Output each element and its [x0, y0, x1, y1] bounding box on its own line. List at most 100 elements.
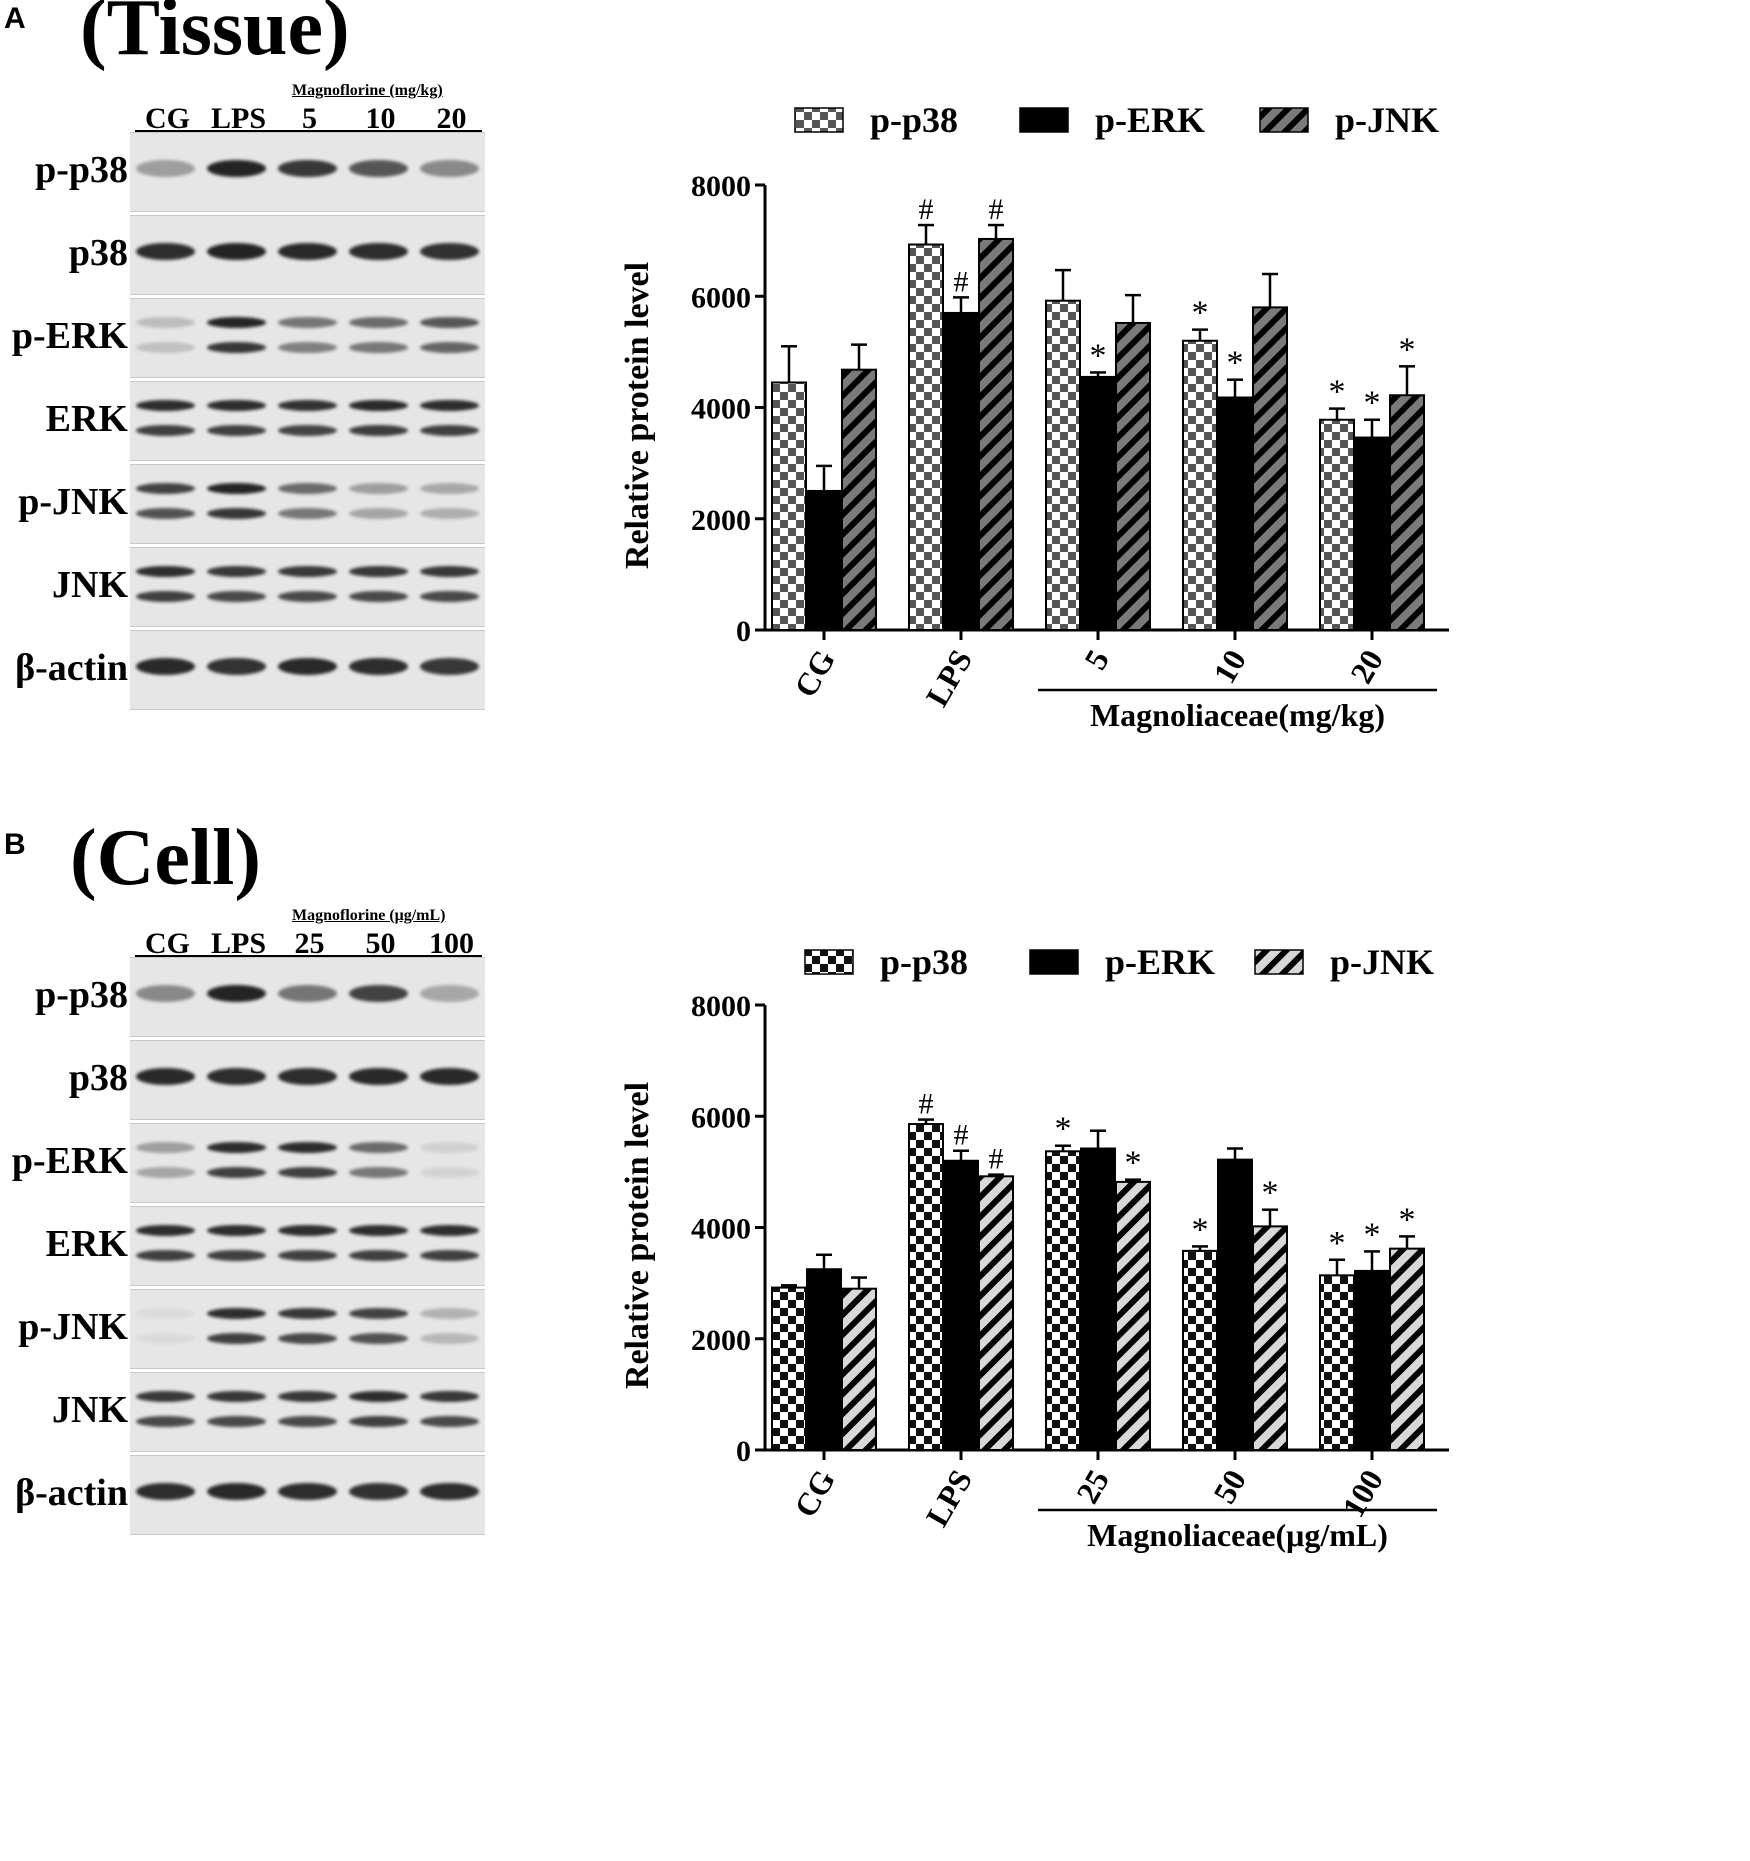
protein-band	[349, 1482, 408, 1500]
protein-band	[207, 1249, 266, 1261]
protein-band	[420, 316, 479, 328]
bar	[806, 489, 842, 631]
protein-band	[349, 159, 408, 177]
bar	[1182, 1249, 1218, 1451]
blot-strip	[130, 957, 485, 1037]
protein-band	[207, 1482, 266, 1500]
bar	[1045, 299, 1081, 631]
y-tick-label: 4000	[691, 1213, 751, 1246]
protein-band	[207, 341, 266, 353]
bar	[978, 237, 1014, 632]
blot-strip	[130, 1123, 485, 1203]
protein-band	[420, 159, 479, 177]
legend-label: p-p38	[870, 100, 958, 140]
protein-band	[278, 565, 337, 577]
protein-band	[278, 1415, 337, 1427]
significance-mark: *	[1055, 1111, 1072, 1148]
significance-mark: #	[954, 1119, 969, 1152]
blot-row-label: ERK	[45, 398, 128, 440]
legend-label: p-JNK	[1335, 100, 1439, 140]
protein-band	[349, 424, 408, 436]
lane-label: LPS	[210, 102, 267, 135]
protein-band	[420, 242, 479, 260]
protein-band	[420, 1166, 479, 1178]
bar	[1080, 1147, 1116, 1451]
protein-band	[278, 482, 337, 494]
blot-row-label: p-p38	[35, 149, 128, 191]
bar	[1252, 1225, 1288, 1452]
bar	[1217, 396, 1253, 631]
protein-band	[136, 1415, 195, 1427]
protein-band	[278, 984, 337, 1002]
blot-row-label: p38	[68, 232, 128, 274]
treatment-group-label: Magnoflorine (μg/mL)	[292, 907, 446, 924]
lane-header-rule	[135, 955, 482, 958]
protein-band	[136, 1482, 195, 1500]
bar	[1319, 418, 1355, 631]
protein-band	[207, 590, 266, 602]
protein-band	[349, 507, 408, 519]
protein-band	[349, 565, 408, 577]
blot-row-label: β-actin	[15, 647, 128, 689]
protein-band	[136, 984, 195, 1002]
western-blot: Magnoflorine (mg/kg) CG LPS 5 10 20 p-p38 p38 p-…	[0, 80, 520, 710]
bar	[1182, 339, 1218, 631]
protein-band	[420, 590, 479, 602]
bar	[1115, 321, 1151, 631]
y-tick-label: 8000	[691, 990, 751, 1023]
protein-band	[349, 1141, 408, 1153]
blot-row-label: p-JNK	[18, 1306, 128, 1348]
protein-band	[420, 1067, 479, 1085]
protein-band	[420, 1390, 479, 1402]
protein-band	[420, 1307, 479, 1319]
protein-band	[349, 1415, 408, 1427]
protein-band	[349, 1390, 408, 1402]
panel-title: (Tissue)	[80, 0, 350, 72]
protein-band	[420, 341, 479, 353]
protein-band	[278, 316, 337, 328]
protein-band	[278, 242, 337, 260]
protein-band	[420, 424, 479, 436]
significance-mark: *	[1090, 337, 1107, 374]
bar	[841, 1287, 877, 1451]
protein-band	[136, 482, 195, 494]
bar	[1354, 1269, 1390, 1452]
blot-row-label: JNK	[52, 564, 128, 606]
protein-band	[420, 1141, 479, 1153]
protein-band	[207, 424, 266, 436]
protein-band	[278, 1390, 337, 1402]
protein-band	[420, 657, 479, 675]
protein-band	[349, 590, 408, 602]
protein-band	[278, 1067, 337, 1085]
x-tick-label: 100	[1335, 1464, 1390, 1524]
bar	[908, 243, 944, 632]
significance-mark: #	[989, 193, 1004, 226]
bar	[1252, 306, 1288, 631]
protein-band	[207, 1067, 266, 1085]
protein-band	[278, 399, 337, 411]
protein-band	[207, 507, 266, 519]
bar	[1389, 394, 1425, 632]
blot-strip	[130, 381, 485, 461]
x-tick-label: 25	[1069, 1464, 1116, 1510]
bar	[841, 368, 877, 631]
blot-row-label: β-actin	[15, 1472, 128, 1514]
significance-mark: #	[919, 1088, 934, 1121]
protein-band	[349, 1166, 408, 1178]
significance-mark: #	[919, 193, 934, 226]
blot-strip	[130, 1455, 485, 1535]
protein-band	[349, 1332, 408, 1344]
y-axis-title: Relative protein level	[619, 262, 656, 569]
x-tick-label: LPS	[919, 1464, 980, 1533]
protein-band	[420, 1415, 479, 1427]
group-axis-label: Magnoliaceae(μg/mL)	[1087, 1517, 1388, 1553]
blot-row-label: JNK	[52, 1389, 128, 1431]
protein-band	[278, 507, 337, 519]
blot-strip	[130, 630, 485, 710]
y-tick-label: 6000	[691, 1101, 751, 1134]
protein-band	[420, 507, 479, 519]
western-blot: Magnoflorine (μg/mL) CG LPS 25 50 100 p-p38 p38…	[0, 905, 520, 1565]
bar	[1080, 375, 1116, 631]
legend-label: p-ERK	[1105, 942, 1215, 982]
lane-label: 100	[429, 927, 474, 960]
